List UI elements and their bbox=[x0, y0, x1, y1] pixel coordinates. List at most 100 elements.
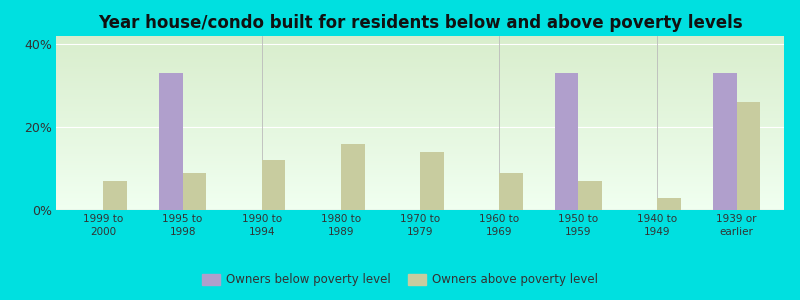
Bar bbox=[56, 134, 784, 135]
Bar bbox=[554, 73, 578, 210]
Bar bbox=[56, 118, 784, 119]
Bar bbox=[56, 175, 784, 177]
Bar bbox=[56, 188, 784, 189]
Bar bbox=[713, 73, 737, 210]
Bar bbox=[56, 80, 784, 81]
Bar bbox=[56, 48, 784, 50]
Bar bbox=[56, 173, 784, 175]
Bar bbox=[56, 38, 784, 40]
Bar bbox=[56, 163, 784, 165]
Bar bbox=[56, 125, 784, 127]
Bar bbox=[56, 147, 784, 149]
Bar bbox=[56, 132, 784, 134]
Bar bbox=[56, 95, 784, 97]
Bar bbox=[56, 69, 784, 71]
Bar bbox=[56, 194, 784, 196]
Bar bbox=[56, 156, 784, 158]
Bar bbox=[56, 104, 784, 106]
Bar bbox=[56, 100, 784, 102]
Bar bbox=[56, 57, 784, 58]
Bar bbox=[56, 81, 784, 83]
Bar bbox=[341, 144, 365, 210]
Bar bbox=[56, 193, 784, 194]
Bar bbox=[56, 196, 784, 198]
Bar bbox=[56, 146, 784, 147]
Bar bbox=[56, 85, 784, 86]
Bar bbox=[56, 111, 784, 112]
Bar bbox=[56, 154, 784, 156]
Bar bbox=[56, 165, 784, 167]
Bar bbox=[56, 184, 784, 186]
Bar bbox=[56, 137, 784, 139]
Bar bbox=[56, 97, 784, 99]
Bar bbox=[56, 123, 784, 125]
Bar bbox=[56, 139, 784, 140]
Bar bbox=[56, 74, 784, 76]
Bar bbox=[56, 142, 784, 144]
Bar bbox=[56, 46, 784, 48]
Bar bbox=[56, 45, 784, 46]
Bar bbox=[56, 112, 784, 114]
Bar bbox=[56, 71, 784, 73]
Bar bbox=[56, 76, 784, 78]
Bar bbox=[56, 64, 784, 66]
Bar bbox=[56, 67, 784, 69]
Bar bbox=[56, 127, 784, 128]
Bar bbox=[56, 41, 784, 43]
Bar bbox=[56, 205, 784, 206]
Bar bbox=[56, 182, 784, 184]
Bar bbox=[499, 173, 523, 210]
Bar bbox=[56, 102, 784, 104]
Bar bbox=[56, 160, 784, 161]
Bar bbox=[56, 201, 784, 203]
Bar bbox=[56, 40, 784, 41]
Bar bbox=[56, 86, 784, 88]
Bar bbox=[56, 119, 784, 121]
Bar bbox=[56, 189, 784, 191]
Bar bbox=[56, 168, 784, 170]
Title: Year house/condo built for residents below and above poverty levels: Year house/condo built for residents bel… bbox=[98, 14, 742, 32]
Bar bbox=[420, 152, 444, 210]
Bar bbox=[56, 149, 784, 151]
Bar bbox=[56, 107, 784, 109]
Bar bbox=[56, 128, 784, 130]
Bar bbox=[103, 181, 127, 210]
Bar bbox=[56, 58, 784, 60]
Bar bbox=[56, 78, 784, 80]
Bar bbox=[56, 161, 784, 163]
Bar bbox=[56, 92, 784, 93]
Bar bbox=[56, 200, 784, 201]
Bar bbox=[56, 66, 784, 67]
Bar bbox=[56, 43, 784, 45]
Bar bbox=[56, 191, 784, 193]
Bar bbox=[56, 83, 784, 85]
Bar bbox=[56, 88, 784, 90]
Bar bbox=[56, 151, 784, 153]
Bar bbox=[56, 130, 784, 132]
Bar bbox=[56, 90, 784, 92]
Bar bbox=[56, 60, 784, 62]
Bar bbox=[56, 140, 784, 142]
Bar bbox=[159, 73, 182, 210]
Bar bbox=[737, 102, 760, 210]
Bar bbox=[56, 208, 784, 210]
Bar bbox=[56, 99, 784, 100]
Bar bbox=[56, 114, 784, 116]
Bar bbox=[182, 173, 206, 210]
Bar bbox=[56, 180, 784, 182]
Bar bbox=[56, 55, 784, 57]
Bar bbox=[56, 170, 784, 172]
Bar bbox=[56, 116, 784, 118]
Bar bbox=[658, 198, 681, 210]
Bar bbox=[56, 167, 784, 168]
Bar bbox=[56, 62, 784, 64]
Bar bbox=[56, 186, 784, 188]
Bar bbox=[56, 73, 784, 74]
Bar bbox=[56, 153, 784, 154]
Bar bbox=[56, 121, 784, 123]
Bar bbox=[56, 93, 784, 95]
Bar bbox=[56, 135, 784, 137]
Bar bbox=[56, 36, 784, 38]
Bar bbox=[262, 160, 286, 210]
Bar bbox=[56, 52, 784, 53]
